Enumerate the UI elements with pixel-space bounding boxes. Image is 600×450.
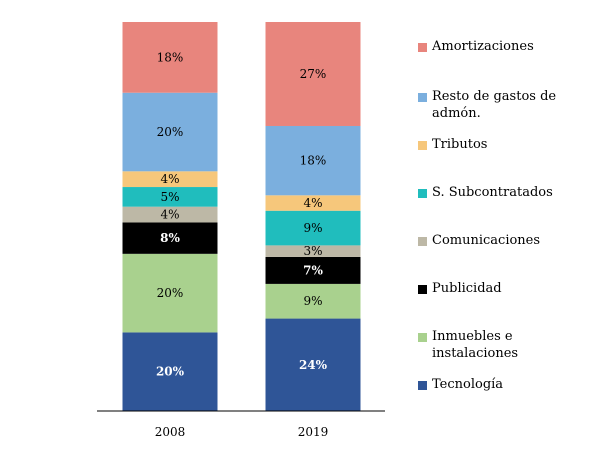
legend-label: Tributos bbox=[432, 137, 488, 152]
stacked-bar-chart: 20%20%8%4%5%4%20%18%24%9%7%3%9%4%18%27% … bbox=[97, 22, 385, 439]
data-label: 20% bbox=[156, 365, 185, 379]
bar-segment bbox=[122, 22, 218, 93]
bar-segment bbox=[122, 206, 218, 223]
legend-item: Tributos bbox=[418, 136, 592, 153]
data-label: 9% bbox=[303, 221, 322, 235]
legend-swatch bbox=[418, 141, 427, 150]
legend-label: S. Subcontratados bbox=[432, 185, 553, 200]
bar-segment bbox=[265, 283, 361, 319]
data-label: 4% bbox=[160, 172, 179, 186]
bar-segment bbox=[265, 125, 361, 196]
legend-item: Publicidad bbox=[418, 280, 592, 297]
legend-item: Inmuebles e instalaciones bbox=[418, 328, 592, 362]
legend-label: Resto de gastos de admón. bbox=[432, 89, 557, 121]
bar-segment bbox=[265, 318, 361, 411]
legend-swatch bbox=[418, 93, 427, 102]
bar-segment bbox=[265, 195, 361, 211]
legend-label: Amortizaciones bbox=[432, 39, 534, 54]
legend-swatch bbox=[418, 333, 427, 342]
data-label: 4% bbox=[303, 196, 322, 210]
bar-segment bbox=[122, 253, 218, 333]
data-label: 18% bbox=[157, 50, 184, 64]
legend-swatch bbox=[418, 285, 427, 294]
legend-swatch bbox=[418, 381, 427, 390]
legend-label: Tecnología bbox=[432, 377, 504, 392]
legend-item: Tecnología bbox=[418, 376, 592, 393]
legend-label: Comunicaciones bbox=[432, 233, 541, 248]
legend-item: S. Subcontratados bbox=[418, 184, 592, 201]
bar-segment bbox=[122, 187, 218, 207]
legend-item: Amortizaciones bbox=[418, 38, 592, 55]
bars-group: 20% 20% 8% 4% 5% 4% 20% 18% 24% 9% 7% 3% 9% 4% 18% 27% bbox=[122, 22, 361, 411]
data-label: 9% bbox=[303, 294, 322, 308]
legend-item: Resto de gastos de admón. bbox=[418, 88, 592, 122]
legend-swatch bbox=[418, 189, 427, 198]
legend-swatch bbox=[418, 43, 427, 52]
legend-label: Inmuebles e instalaciones bbox=[432, 329, 519, 361]
data-label: 24% bbox=[299, 358, 328, 372]
bar-segment bbox=[265, 22, 361, 126]
data-label: 27% bbox=[300, 67, 327, 81]
data-label: 5% bbox=[160, 190, 179, 204]
x-tick-label: 2019 bbox=[298, 425, 329, 439]
data-label: 7% bbox=[303, 263, 323, 277]
bar-segment bbox=[122, 222, 218, 254]
bar-segment bbox=[265, 256, 361, 284]
bar-segment bbox=[265, 210, 361, 246]
legend-label: Publicidad bbox=[432, 281, 502, 296]
data-label: 4% bbox=[160, 208, 179, 222]
legend-swatch bbox=[418, 237, 427, 246]
bar-segment bbox=[122, 171, 218, 188]
data-label: 3% bbox=[303, 244, 322, 258]
data-label: 18% bbox=[300, 154, 327, 168]
data-label: 20% bbox=[157, 125, 184, 139]
data-label: 20% bbox=[157, 286, 184, 300]
bar-segment bbox=[122, 92, 218, 172]
bar-segment bbox=[122, 332, 218, 411]
x-tick-labels: 2008 2019 bbox=[155, 425, 329, 439]
legend-item: Comunicaciones bbox=[418, 232, 592, 249]
bar-segment bbox=[265, 245, 361, 257]
data-label: 8% bbox=[160, 231, 180, 245]
x-tick-label: 2008 bbox=[155, 425, 186, 439]
